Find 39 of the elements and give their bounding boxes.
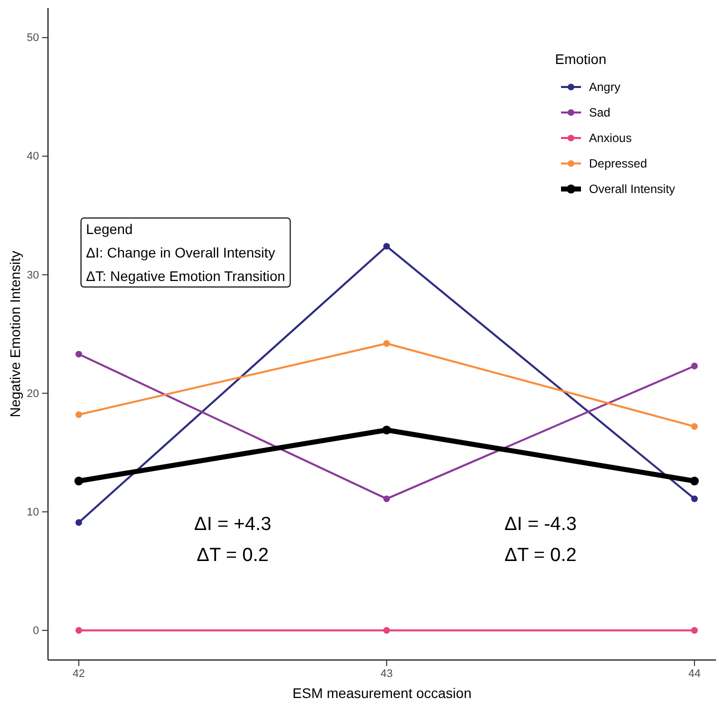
point (383, 495, 390, 502)
y-tick-label: 40 (26, 150, 39, 163)
x-axis-title: ESM measurement occasion (292, 685, 472, 701)
point (691, 362, 698, 370)
legend-label: Sad (589, 106, 610, 120)
point (75, 519, 82, 526)
annotation: ΔI = -4.3 (504, 514, 577, 535)
x-tick-label: 43 (380, 668, 393, 680)
point (691, 627, 698, 634)
annotation: ΔT = 0.2 (196, 545, 269, 566)
point (691, 495, 698, 502)
point (75, 411, 82, 418)
point (75, 627, 82, 634)
y-tick-label: 20 (26, 388, 39, 400)
point (690, 476, 699, 486)
annotation: ΔT: Negative Emotion Transition (86, 268, 286, 284)
legend-label: Overall Intensity (589, 182, 676, 196)
point (691, 423, 698, 430)
annotation: ΔI: Change in Overall Intensity (86, 244, 276, 260)
point (382, 426, 391, 434)
point (74, 476, 84, 486)
point (383, 627, 390, 634)
legend-title: Emotion (555, 51, 606, 67)
point (383, 340, 390, 347)
point (75, 350, 82, 358)
y-tick-label: 0 (32, 624, 39, 637)
annotation: Legend (86, 221, 133, 237)
point (383, 242, 390, 250)
y-tick-label: 30 (26, 269, 39, 282)
y-axis-title: Negative Emotion Intensity (7, 250, 23, 418)
x-tick-label: 42 (72, 668, 85, 680)
x-tick-label: 44 (688, 668, 701, 680)
annotation: ΔT = 0.2 (504, 545, 577, 566)
y-tick-label: 10 (26, 506, 39, 518)
legend-label: Depressed (589, 156, 648, 170)
annotation: ΔI = +4.3 (194, 514, 272, 535)
legend-label: Angry (589, 80, 620, 94)
y-tick-label: 50 (26, 32, 39, 44)
legend-label: Anxious (589, 131, 632, 145)
